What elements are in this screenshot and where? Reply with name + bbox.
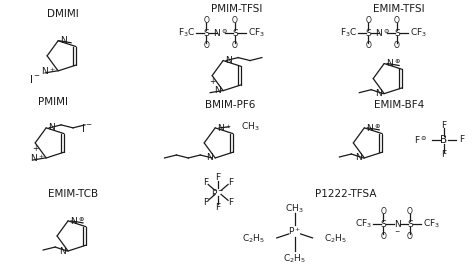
Text: N$^\ominus$: N$^\ominus$ [375, 27, 390, 39]
Text: EMIM-BF4: EMIM-BF4 [374, 100, 424, 110]
Text: CH$_3$: CH$_3$ [285, 203, 304, 215]
Text: N$^+$: N$^+$ [41, 65, 56, 77]
Text: O: O [394, 41, 400, 50]
Text: CH$_3$: CH$_3$ [241, 121, 260, 133]
Text: N$^\oplus$: N$^\oplus$ [366, 122, 381, 134]
Text: $^-$: $^-$ [393, 228, 401, 236]
Text: F: F [228, 198, 234, 207]
Text: O: O [232, 16, 238, 25]
Text: I$^-$: I$^-$ [29, 73, 41, 84]
Text: O: O [380, 232, 386, 242]
Text: O: O [365, 41, 371, 50]
Text: N: N [48, 123, 55, 132]
Text: P$^-$: P$^-$ [211, 187, 225, 198]
Text: EMIM-TFSI: EMIM-TFSI [373, 4, 425, 14]
Text: S: S [394, 29, 400, 38]
Text: I$^-$: I$^-$ [81, 122, 93, 134]
Text: C$_2$H$_5$: C$_2$H$_5$ [242, 233, 265, 245]
Text: F: F [441, 150, 447, 159]
Text: F: F [202, 198, 208, 207]
Text: F: F [216, 173, 221, 182]
Text: CF$_3$: CF$_3$ [423, 218, 440, 230]
Text: N: N [214, 86, 221, 95]
Text: O: O [407, 207, 413, 216]
Text: N$^\ominus$: N$^\ominus$ [213, 27, 228, 39]
Text: N$^+$: N$^+$ [29, 152, 44, 164]
Text: N: N [225, 56, 232, 65]
Text: CF$_3$: CF$_3$ [410, 27, 427, 39]
Text: F: F [216, 203, 221, 212]
Text: N$^\oplus$: N$^\oplus$ [386, 58, 401, 69]
Text: N$^\oplus$: N$^\oplus$ [70, 215, 85, 227]
Text: PMIMI: PMIMI [38, 97, 68, 107]
Text: S: S [380, 220, 386, 229]
Text: O: O [380, 207, 386, 216]
Text: F: F [202, 178, 208, 187]
Text: S: S [232, 29, 238, 38]
Text: S: S [365, 29, 371, 38]
Text: P$^+$: P$^+$ [288, 225, 301, 237]
Text: P1222-TFSA: P1222-TFSA [315, 189, 376, 199]
Text: O: O [232, 41, 238, 50]
Text: S: S [407, 220, 413, 229]
Text: CF$_3$: CF$_3$ [248, 27, 265, 39]
Text: F: F [441, 121, 447, 130]
Text: F$^\ominus$: F$^\ominus$ [413, 134, 427, 146]
Text: N$^+$: N$^+$ [217, 122, 232, 134]
Text: F$_3$C: F$_3$C [178, 27, 195, 39]
Text: O: O [203, 41, 209, 50]
Text: +: + [209, 77, 215, 86]
Text: BMIM-PF6: BMIM-PF6 [205, 100, 255, 110]
Text: N: N [207, 154, 213, 162]
Text: N: N [375, 89, 382, 98]
Text: F: F [459, 136, 464, 144]
Text: CF$_3$: CF$_3$ [355, 218, 372, 230]
Text: B: B [440, 135, 447, 145]
Text: DMIMI: DMIMI [47, 9, 79, 19]
Text: F: F [228, 178, 234, 187]
Text: N: N [60, 36, 67, 45]
Text: O: O [394, 16, 400, 25]
Text: N: N [394, 220, 401, 229]
Text: PMIM-TFSI: PMIM-TFSI [211, 4, 263, 14]
Text: F$_3$C: F$_3$C [340, 27, 357, 39]
Text: N: N [356, 154, 362, 162]
Text: C$_2$H$_5$: C$_2$H$_5$ [325, 233, 347, 245]
Text: +: + [32, 144, 38, 153]
Text: EMIM-TCB: EMIM-TCB [48, 189, 98, 199]
Text: S: S [203, 29, 209, 38]
Text: O: O [407, 232, 413, 242]
Text: O: O [203, 16, 209, 25]
Text: N: N [59, 246, 66, 256]
Text: O: O [365, 16, 371, 25]
Text: C$_2$H$_5$: C$_2$H$_5$ [283, 252, 306, 265]
